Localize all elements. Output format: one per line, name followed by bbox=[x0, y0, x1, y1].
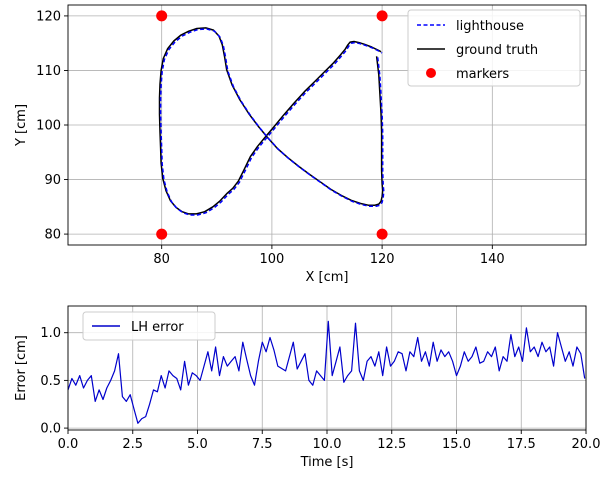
error-legend: LH error bbox=[82, 311, 216, 341]
marker-point bbox=[376, 228, 388, 240]
error-x-axis-label: Time [s] bbox=[300, 455, 354, 470]
error-x-tick-label: 20.0 bbox=[572, 437, 601, 452]
trajectory-y-axis-label: Y [cm] bbox=[14, 104, 29, 147]
legend-markers-label: markers bbox=[456, 67, 509, 82]
trajectory-x-tick-label: 120 bbox=[370, 252, 395, 267]
error-x-tick-label: 12.5 bbox=[377, 437, 406, 452]
trajectory-x-tick-label: 100 bbox=[259, 252, 284, 267]
error-x-tick-label: 15.0 bbox=[442, 437, 471, 452]
error-x-tick-label: 5.0 bbox=[187, 437, 208, 452]
error-plot: 0.0 2.5 5.0 7.5 10.0 12.5 15.0 17.5 20.0 0.0 0.5 1.… bbox=[14, 305, 600, 470]
error-series bbox=[67, 320, 586, 424]
marker-point bbox=[156, 228, 168, 240]
legend-lh-error-label: LH error bbox=[131, 320, 184, 335]
trajectory-series bbox=[156, 10, 388, 240]
legend-lighthouse-label: lighthouse bbox=[456, 19, 524, 34]
error-ticks: 0.0 2.5 5.0 7.5 10.0 12.5 15.0 17.5 20.0 0.0 0.5 1.… bbox=[40, 326, 600, 452]
error-x-tick-label: 0.0 bbox=[58, 437, 79, 452]
trajectory-y-tick-label: 120 bbox=[36, 9, 61, 24]
trajectory-x-tick-label: 80 bbox=[153, 252, 170, 267]
ground-truth-line bbox=[158, 27, 384, 215]
trajectory-legend: lighthouse ground truth markers bbox=[407, 9, 581, 87]
error-y-axis-label: Error [cm] bbox=[14, 335, 29, 401]
trajectory-y-tick-label: 110 bbox=[36, 64, 61, 79]
legend-ground-truth-label: ground truth bbox=[456, 43, 538, 58]
marker-point bbox=[156, 10, 168, 22]
trajectory-y-tick-label: 80 bbox=[44, 228, 61, 243]
error-x-tick-label: 2.5 bbox=[122, 437, 143, 452]
trajectory-legend-box bbox=[407, 9, 581, 87]
error-x-tick-label: 10.0 bbox=[313, 437, 342, 452]
trajectory-y-tick-label: 90 bbox=[44, 173, 61, 188]
error-x-tick-label: 17.5 bbox=[507, 437, 536, 452]
error-legend-box bbox=[82, 311, 216, 341]
trajectory-y-tick-label: 100 bbox=[36, 119, 61, 134]
lh-error-line bbox=[67, 320, 586, 424]
error-x-tick-label: 7.5 bbox=[252, 437, 273, 452]
error-y-tick-label: 0.0 bbox=[40, 422, 61, 437]
trajectory-x-axis-label: X [cm] bbox=[306, 270, 349, 285]
error-y-tick-label: 0.5 bbox=[40, 374, 61, 389]
legend-markers-swatch bbox=[426, 68, 436, 78]
trajectory-plot: 80 100 120 140 80 90 100 110 120 X [cm] Y [cm] l… bbox=[14, 4, 587, 285]
error-y-tick-label: 1.0 bbox=[40, 326, 61, 341]
marker-point bbox=[376, 10, 388, 22]
lighthouse-line bbox=[159, 28, 385, 216]
trajectory-ticks: 80 100 120 140 80 90 100 110 120 bbox=[36, 9, 505, 267]
trajectory-x-tick-label: 140 bbox=[480, 252, 505, 267]
